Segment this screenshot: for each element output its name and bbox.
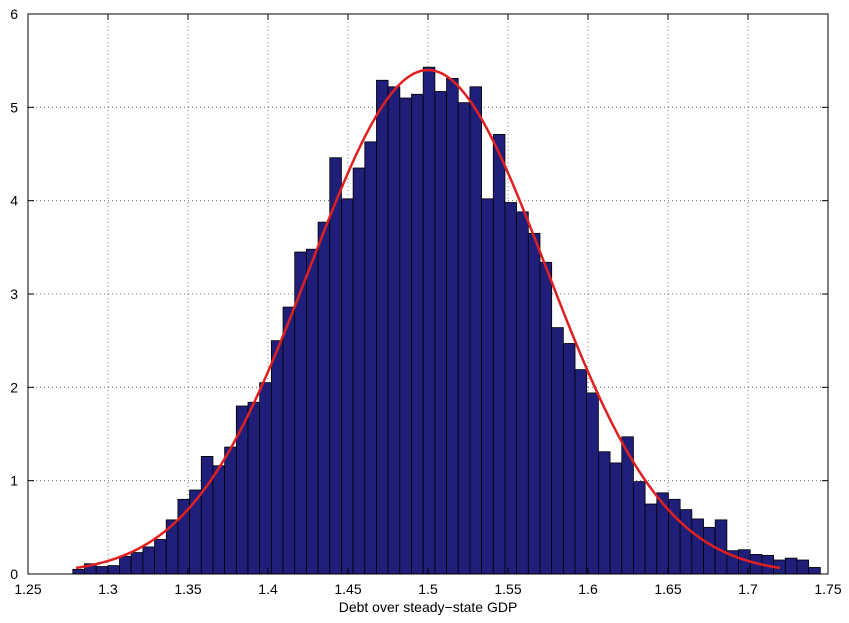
histogram-bar xyxy=(516,211,529,575)
histogram-bar xyxy=(95,566,109,575)
x-tick-label: 1.35 xyxy=(174,581,201,597)
histogram-bar xyxy=(200,455,214,575)
histogram-bar xyxy=(329,157,342,575)
x-tick-label: 1.55 xyxy=(494,581,521,597)
histogram-bar xyxy=(679,509,693,575)
histogram-bar xyxy=(434,91,447,575)
x-tick-label: 1.6 xyxy=(578,581,598,597)
x-tick-label: 1.7 xyxy=(738,581,758,597)
axis-ticks xyxy=(27,13,829,575)
histogram-bar xyxy=(598,451,611,575)
x-tick-label: 1.65 xyxy=(654,581,681,597)
histogram-bar xyxy=(142,546,155,575)
histogram-bar xyxy=(72,568,85,575)
histogram-bar xyxy=(259,382,272,575)
histogram-bar xyxy=(562,343,576,575)
histogram-bar xyxy=(527,232,541,575)
histogram-bar xyxy=(586,392,599,575)
histogram-bar xyxy=(224,446,237,575)
histogram-bar xyxy=(457,102,471,575)
x-tick-label: 1.4 xyxy=(258,581,278,597)
histogram-bar xyxy=(387,86,401,575)
histogram-bar xyxy=(609,462,623,575)
histogram-bar xyxy=(551,327,564,575)
histogram-bar xyxy=(305,248,319,575)
y-tick-label: 1 xyxy=(10,473,18,489)
histogram-bar xyxy=(633,481,646,575)
histogram-bar xyxy=(399,97,412,575)
histogram-bar xyxy=(364,141,377,575)
y-tick-label: 4 xyxy=(10,193,18,209)
x-tick-label: 1.45 xyxy=(334,581,361,597)
histogram-bar xyxy=(107,565,120,575)
histogram-bar xyxy=(691,518,704,575)
histogram-bar xyxy=(446,78,459,575)
histogram-bar xyxy=(154,539,167,575)
x-tick-label: 1.3 xyxy=(98,581,118,597)
histogram-bar xyxy=(469,86,483,575)
histogram-bar xyxy=(341,198,354,575)
histogram-bar xyxy=(504,202,518,575)
x-tick-labels: 1.25 1.3 1.35 1.4 1.45 1.5 1.55 1.6 1.65 1.7 1.75 xyxy=(14,581,841,597)
x-tick-label: 1.5 xyxy=(418,581,438,597)
histogram-bar xyxy=(212,465,226,575)
histogram-bar xyxy=(808,567,821,575)
histogram-bar xyxy=(574,369,588,575)
histogram-bar xyxy=(784,557,798,575)
y-tick-label: 6 xyxy=(10,6,18,22)
histogram-bar xyxy=(282,306,296,575)
y-tick-labels: 0 1 2 3 4 5 6 xyxy=(10,6,18,582)
histogram-bar xyxy=(411,93,424,575)
y-tick-label: 0 xyxy=(10,566,18,582)
histogram-bar xyxy=(703,526,716,575)
histogram-bar xyxy=(317,221,331,575)
histogram-bar xyxy=(492,133,506,575)
x-tick-label: 1.25 xyxy=(14,581,41,597)
x-axis-title: Debt over steady−state GDP xyxy=(339,599,518,615)
histogram-bar xyxy=(481,198,494,575)
histogram-bar xyxy=(644,503,658,575)
histogram-bar xyxy=(422,66,436,575)
y-tick-label: 3 xyxy=(10,286,18,302)
histogram-bar xyxy=(119,555,132,575)
histogram-bars xyxy=(72,66,821,575)
histogram-bar xyxy=(376,79,389,575)
histogram-bar xyxy=(247,401,261,575)
histogram-bar xyxy=(235,405,249,575)
x-tick-label: 1.75 xyxy=(814,581,841,597)
y-tick-label: 5 xyxy=(10,99,18,115)
histogram-bar xyxy=(796,559,810,575)
normal-fit-curve xyxy=(75,68,781,570)
y-tick-label: 2 xyxy=(10,379,18,395)
histogram-bar xyxy=(539,261,553,575)
histogram-bar xyxy=(130,552,144,575)
histogram-bar xyxy=(352,167,366,575)
histogram-bar xyxy=(270,340,284,575)
